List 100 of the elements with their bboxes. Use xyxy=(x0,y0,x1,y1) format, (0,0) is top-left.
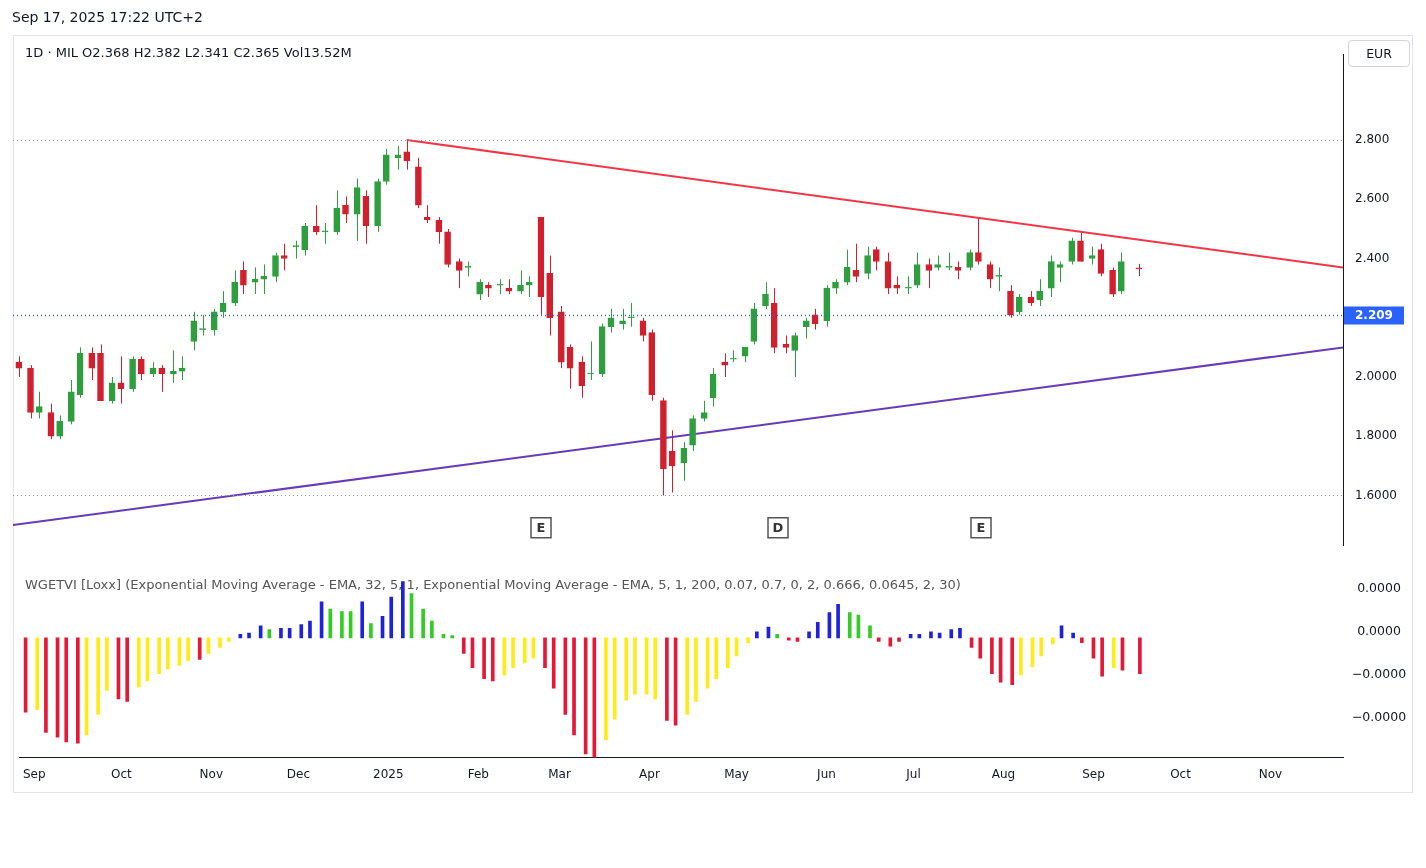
bar xyxy=(1111,637,1116,669)
candlestick xyxy=(56,415,63,440)
bar xyxy=(746,637,750,643)
bar xyxy=(186,637,190,661)
y-tick-label: 2.800 xyxy=(1355,132,1390,147)
bar xyxy=(1100,637,1104,677)
candlestick xyxy=(301,222,308,257)
candlestick xyxy=(700,400,708,422)
candlestick xyxy=(321,222,329,245)
bar xyxy=(105,637,109,691)
chart-subtitle: 1D · MIL O2.368 H2.382 L2.341 C2.365 Vol13.52M xyxy=(23,45,354,60)
x-tick-label: Nov xyxy=(1258,766,1283,781)
x-tick-label: Feb xyxy=(467,766,489,781)
y-tick-label: 1.6000 xyxy=(1355,487,1397,502)
chart-title: WGETVI [Loxx] (Exponential Moving Average - EMA, 32, 5, 1, Exponential Moving Average - EMA, 5, 1, 200, 0.07, 0.7, 0, 2, 0.666, 0.0645, 2, 30) xyxy=(24,577,962,592)
bar xyxy=(868,625,872,639)
bar xyxy=(511,637,515,669)
bar xyxy=(308,620,312,639)
candlestick xyxy=(476,278,483,301)
bar xyxy=(726,637,730,669)
candlestick xyxy=(1077,231,1084,262)
bar xyxy=(389,596,394,639)
candlestick xyxy=(231,269,238,307)
candlestick xyxy=(455,258,463,289)
bar xyxy=(836,603,840,639)
x-tick-label: Jul xyxy=(905,766,921,781)
candlestick xyxy=(803,317,810,339)
bar xyxy=(807,631,811,639)
candlestick xyxy=(791,332,798,378)
bar xyxy=(551,637,556,689)
bar xyxy=(490,637,495,682)
bar xyxy=(949,629,954,639)
bar xyxy=(461,637,466,654)
bar xyxy=(328,608,333,639)
candlestick xyxy=(333,189,341,236)
x-tick-label: Jun xyxy=(816,766,836,781)
bar xyxy=(401,581,405,639)
candlestick xyxy=(210,308,218,337)
bar xyxy=(978,637,983,659)
x-tick-label: Dec xyxy=(286,766,310,781)
bar xyxy=(633,637,637,695)
x-tick-label: Mar xyxy=(548,766,571,781)
candlestick xyxy=(925,258,933,289)
bar xyxy=(714,637,719,679)
candlestick xyxy=(1036,278,1043,307)
bar xyxy=(624,637,629,701)
bar xyxy=(888,637,893,647)
bar xyxy=(755,631,759,639)
bar xyxy=(64,637,69,743)
bar xyxy=(543,637,547,669)
x-tick-label: 2025 xyxy=(373,766,404,781)
candlestick xyxy=(873,246,880,271)
candlestick xyxy=(240,261,247,295)
bar xyxy=(136,637,141,688)
candlestick xyxy=(251,266,259,295)
y-tick-label: 1.8000 xyxy=(1355,428,1397,443)
text: EUR xyxy=(1348,40,1410,67)
y-tick-label: 2.400 xyxy=(1355,250,1390,265)
x-tick-label: Aug xyxy=(991,766,1016,781)
bar xyxy=(76,637,80,744)
bar xyxy=(165,637,170,670)
chart-title: Sep 17, 2025 17:22 UTC+2 xyxy=(12,9,203,25)
bar xyxy=(990,637,994,675)
candlestick xyxy=(260,263,268,295)
candlestick xyxy=(966,249,973,271)
bar xyxy=(340,611,344,639)
candlestick xyxy=(403,139,411,171)
bar xyxy=(299,624,304,639)
candlestick xyxy=(1007,284,1014,319)
bar xyxy=(430,620,434,639)
bar xyxy=(786,637,791,641)
bar xyxy=(653,637,658,700)
bar xyxy=(694,637,698,702)
x-tick-label: Nov xyxy=(199,766,224,781)
text: −0.0000 xyxy=(1350,709,1408,726)
bar xyxy=(482,637,486,679)
candlestick xyxy=(975,216,982,265)
candlestick xyxy=(88,346,96,381)
x-tick-label: Sep xyxy=(1082,766,1105,781)
ref-line-label: 2.209 xyxy=(1355,307,1393,322)
bar xyxy=(1071,632,1075,639)
bar xyxy=(279,627,283,639)
candlestick xyxy=(1068,237,1076,265)
candlestick xyxy=(272,252,279,283)
bar xyxy=(1050,637,1055,645)
bar xyxy=(815,621,820,639)
bar xyxy=(218,637,222,648)
candlestick xyxy=(587,340,594,381)
x-tick-label: Sep xyxy=(23,766,46,781)
bar xyxy=(665,637,669,721)
bar xyxy=(929,631,933,639)
bar xyxy=(876,637,881,642)
candlestick xyxy=(1109,266,1116,298)
x-tick-label: Oct xyxy=(110,766,133,781)
bar xyxy=(369,623,373,639)
candlestick xyxy=(280,243,288,271)
bar xyxy=(1010,637,1015,685)
bar xyxy=(958,627,962,639)
bar xyxy=(157,637,161,675)
bar xyxy=(35,637,40,711)
